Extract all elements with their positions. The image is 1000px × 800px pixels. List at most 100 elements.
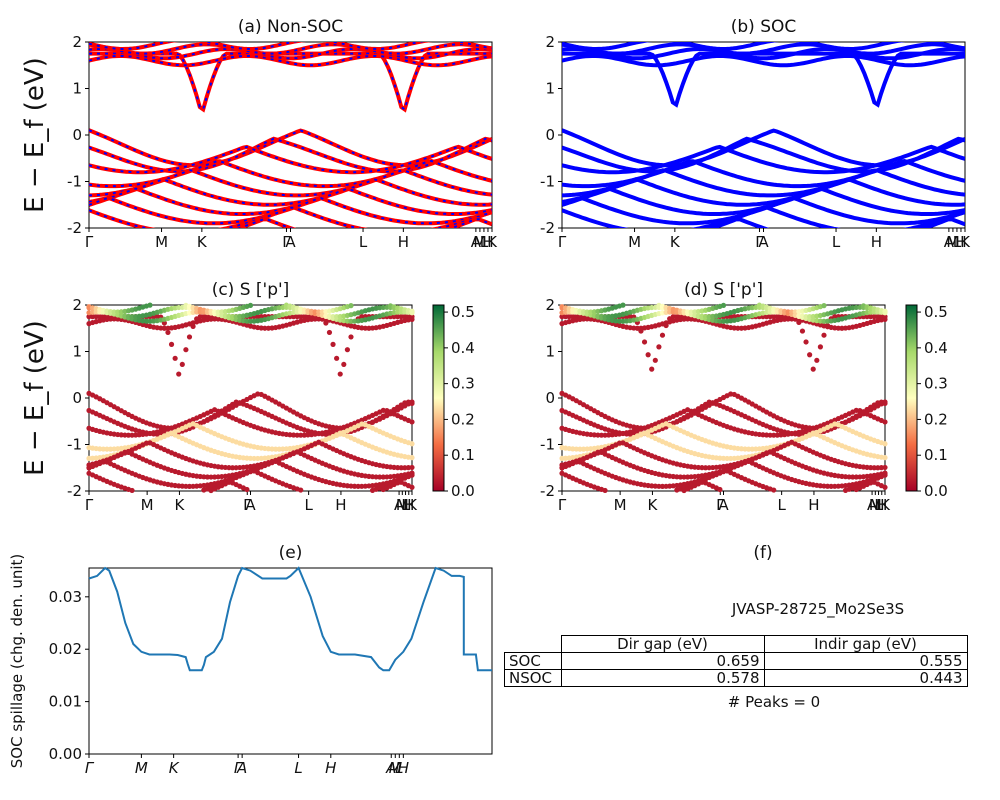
band-point: [255, 314, 261, 320]
panel-d-xtick-label: M: [869, 496, 882, 514]
panel-a-xtick-label: K: [487, 233, 498, 251]
band-point: [670, 314, 676, 320]
band-point: [165, 329, 171, 336]
band-point: [789, 309, 795, 315]
material-id: JVASP-28725_Mo2Se3S: [731, 600, 904, 619]
band-point: [409, 308, 415, 314]
band-line: [89, 47, 492, 61]
band-point: [341, 361, 347, 368]
panel-b-ytick-label: 2: [545, 33, 555, 51]
band-point: [348, 318, 354, 324]
band-line: [89, 42, 492, 52]
band-point: [771, 487, 777, 493]
band-point: [183, 483, 189, 489]
band-point: [875, 314, 881, 320]
band-point: [882, 484, 888, 490]
band-point: [720, 302, 727, 308]
table-row: NSOC 0.578 0.443: [504, 669, 968, 687]
panel-e-ytick-label: 0.03: [49, 588, 82, 606]
band-point: [409, 441, 415, 447]
panel-d-xtick-label: K: [880, 496, 891, 514]
panel-b-ytick-label: -1: [540, 173, 555, 191]
band-point: [229, 465, 236, 471]
band-point: [355, 483, 361, 489]
panel-d-xtick-label: Γ: [716, 496, 725, 514]
panel-b-xtick-label: L: [953, 233, 962, 251]
band-point: [803, 313, 809, 320]
band-point: [89, 314, 96, 320]
band-point: [409, 472, 415, 478]
band-point: [659, 483, 666, 489]
peaks-count: # Peaks = 0: [728, 693, 820, 711]
panel-d-xtick-label: L: [777, 496, 786, 514]
band-point: [348, 334, 354, 340]
colorbar-d-tick-label: 0.5: [924, 303, 948, 321]
band-point: [125, 432, 132, 438]
band-point: [395, 314, 401, 320]
panel-b-xtick-label: L: [832, 233, 841, 251]
table-row: SOC 0.659 0.555: [504, 652, 968, 670]
panel-b-xtick-label: Γ: [755, 233, 764, 251]
band-line-overlay: [89, 206, 492, 228]
colorbar-c-tick-label: 0.5: [451, 303, 475, 321]
panel-e-ytick-label: 0.02: [49, 640, 82, 658]
band-point: [262, 325, 268, 331]
band-point: [810, 366, 816, 372]
colorbar-c-tick-label: 0.1: [451, 446, 475, 464]
band-point: [301, 314, 307, 320]
band-point: [344, 347, 350, 353]
band-point: [290, 314, 297, 320]
band-point: [835, 325, 841, 331]
band-line: [562, 136, 965, 174]
band-point: [294, 314, 300, 320]
band-point: [402, 314, 408, 320]
band-point: [602, 487, 608, 494]
band-point: [391, 314, 397, 320]
band-point: [702, 313, 709, 320]
band-point: [298, 487, 304, 493]
panel-d-xtick-label: K: [648, 496, 659, 514]
band-point: [330, 341, 336, 347]
panel-c-ytick-label: 2: [72, 296, 82, 314]
panel-e-xtick-label: L: [395, 759, 403, 777]
soc-dir-gap: 0.659: [560, 652, 765, 670]
band-line-overlay: [89, 178, 492, 206]
band-point: [172, 355, 178, 361]
band-point: [362, 325, 368, 331]
panel-d-xtick-label: H: [876, 496, 887, 514]
panel-b-xtick-label: H: [871, 233, 882, 251]
panel-c-xtick-label: Γ: [243, 496, 252, 514]
band-point: [871, 465, 877, 471]
band-point: [656, 344, 662, 350]
band-point: [326, 329, 333, 336]
panel-a-xtick-label: K: [197, 233, 208, 251]
band-point: [771, 314, 777, 320]
panel-a-xtick-label: H: [398, 233, 409, 251]
panel-b-ytick-label: 0: [545, 126, 555, 144]
panel-e-xtick-label: M: [135, 759, 148, 777]
band-point: [359, 314, 365, 320]
band-point: [247, 302, 254, 308]
panel-c-xtick-label: K: [175, 496, 186, 514]
band-line: [562, 47, 965, 61]
panel-a-xtick-label: Γ: [85, 233, 94, 251]
band-point: [208, 474, 214, 480]
panel-a-xtick-label: L: [359, 233, 368, 251]
panel-c-xtick-label: M: [396, 496, 409, 514]
band-line-overlay: [89, 129, 492, 167]
nsoc-indir-gap: 0.443: [763, 669, 968, 687]
band-point: [251, 455, 257, 462]
band-point: [746, 446, 752, 452]
band-line: [562, 42, 965, 56]
panel-c-title: (c) S ['p']: [212, 280, 290, 300]
colorbar-c-tick-label: 0.3: [451, 375, 475, 393]
panel-b-xtick-label: K: [670, 233, 681, 251]
band-point: [258, 314, 264, 320]
band-line: [562, 42, 965, 52]
band-point: [566, 314, 572, 320]
panel-d-xtick-label: A: [718, 496, 729, 514]
panel-a-ytick-label: 2: [72, 33, 82, 51]
band-point: [161, 320, 167, 326]
colorbar-c: [432, 304, 445, 492]
